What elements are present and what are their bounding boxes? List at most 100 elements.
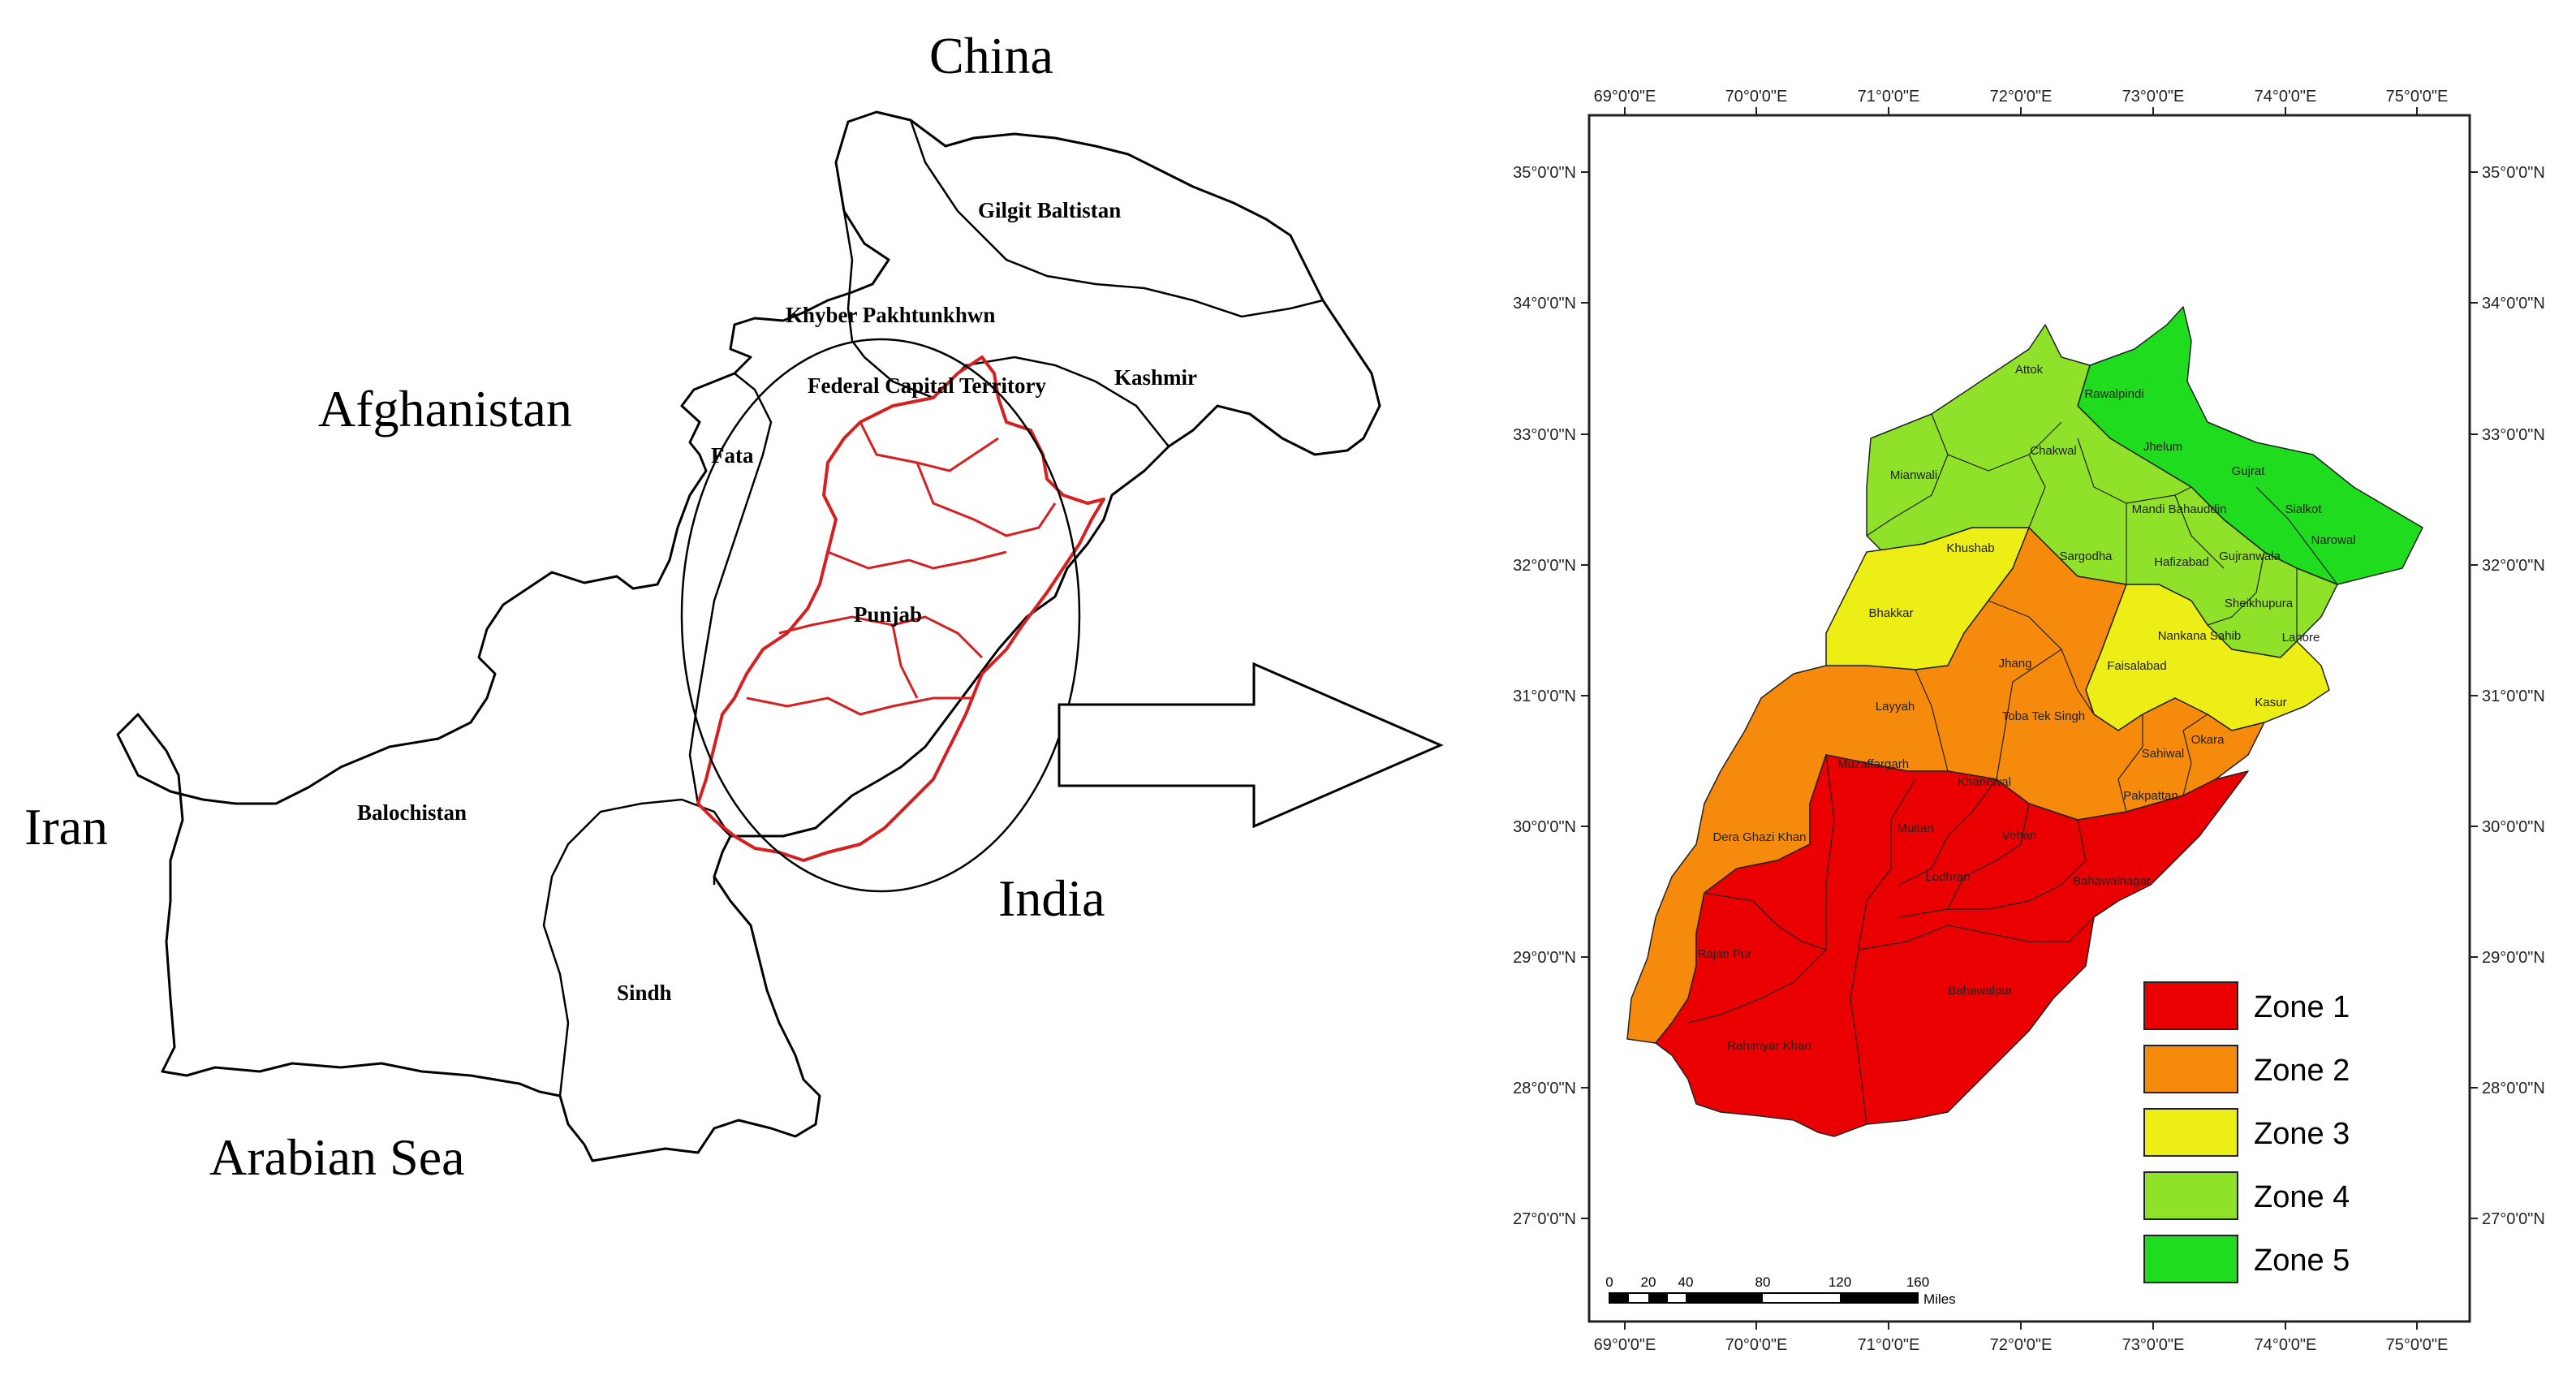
district-label: Bahawalpur bbox=[1948, 984, 2012, 998]
lat-tick-right: 34°0'0"N bbox=[2482, 295, 2545, 313]
zone-legend: Zone 1 Zone 2 Zone 3 Zone 4 Zone 5 bbox=[2143, 981, 2350, 1283]
district-label: Vehari bbox=[2002, 829, 2037, 843]
scale-bar: 0 20 40 80 120 160 Miles bbox=[1605, 1274, 1955, 1307]
district-label: Okara bbox=[2191, 733, 2225, 747]
lon-tick-bottom: 74°0'0"E bbox=[2255, 1336, 2317, 1354]
lon-tick-top: 70°0'0"E bbox=[1725, 88, 1788, 106]
district-label: Gujranwala bbox=[2219, 550, 2281, 563]
lon-tick-top: 73°0'0"E bbox=[2122, 88, 2185, 106]
label-punjab: Punjab bbox=[854, 602, 922, 627]
scale-tick: 20 bbox=[1641, 1274, 1656, 1290]
lon-tick-bottom: 69°0'0"E bbox=[1594, 1336, 1656, 1354]
lon-tick-bottom: 73°0'0"E bbox=[2122, 1336, 2185, 1354]
lat-tick-right: 31°0'0"N bbox=[2482, 688, 2545, 705]
label-iran: Iran bbox=[24, 798, 108, 856]
lon-tick-top: 69°0'0"E bbox=[1594, 88, 1656, 106]
district-label: Khanewal bbox=[1958, 775, 2011, 789]
district-label: Faisalabad bbox=[2107, 659, 2166, 673]
district-label: Jhelum bbox=[2143, 440, 2182, 454]
district-label: Mianwali bbox=[1890, 468, 1937, 482]
scale-tick: 0 bbox=[1605, 1274, 1613, 1290]
district-label: Sahiwal bbox=[2142, 747, 2185, 761]
punjab-outline bbox=[696, 356, 1105, 862]
district-label: Sheikhupura bbox=[2225, 597, 2294, 610]
district-label: Dera Ghazi Khan bbox=[1712, 830, 1806, 844]
district-label: Hafizabad bbox=[2154, 555, 2209, 569]
district-label: Attok bbox=[2015, 363, 2044, 377]
lat-tick-left: 34°0'0"N bbox=[1513, 295, 1576, 313]
lon-tick-top: 71°0'0"E bbox=[1858, 88, 1920, 106]
lat-tick-right: 29°0'0"N bbox=[2482, 949, 2545, 967]
district-label: Toba Tek Singh bbox=[2002, 709, 2085, 723]
district-label: Narowal bbox=[2311, 533, 2355, 547]
lon-tick-top: 75°0'0"E bbox=[2386, 88, 2449, 106]
district-label: Bhakkar bbox=[1868, 606, 1913, 620]
district-label: Kasur bbox=[2255, 696, 2286, 709]
arrow-to-inset bbox=[1058, 662, 1444, 829]
legend-swatch bbox=[2143, 1045, 2238, 1093]
lat-tick-left: 29°0'0"N bbox=[1513, 949, 1576, 967]
label-balochistan: Balochistan bbox=[357, 800, 467, 825]
label-arabian-sea: Arabian Sea bbox=[209, 1128, 465, 1186]
legend-swatch bbox=[2143, 1108, 2238, 1157]
lat-tick-right: 28°0'0"N bbox=[2482, 1080, 2545, 1097]
latitude-ticks-left: 35°0'0"N 34°0'0"N 33°0'0"N 32°0'0"N 31°0'0"N… bbox=[1513, 164, 1589, 1228]
lat-tick-left: 27°0'0"N bbox=[1513, 1210, 1576, 1228]
district-label: Lodhran bbox=[1925, 870, 1970, 884]
legend-swatch bbox=[2143, 1235, 2238, 1283]
label-china: China bbox=[929, 27, 1053, 84]
lat-tick-left: 33°0'0"N bbox=[1513, 426, 1576, 444]
lon-tick-bottom: 71°0'0"E bbox=[1858, 1336, 1920, 1354]
lon-tick-top: 72°0'0"E bbox=[1990, 88, 2053, 106]
legend-swatch bbox=[2143, 981, 2238, 1030]
lon-tick-bottom: 75°0'0"E bbox=[2386, 1336, 2449, 1354]
lon-tick-bottom: 72°0'0"E bbox=[1990, 1336, 2053, 1354]
district-label: Khushab bbox=[1946, 541, 1994, 555]
label-federal-capital: Federal Capital Territory bbox=[808, 373, 1046, 398]
latitude-ticks-right: 35°0'0"N 34°0'0"N 33°0'0"N 32°0'0"N 31°0'0"N… bbox=[2470, 164, 2545, 1228]
district-label: Jhang bbox=[1999, 657, 2032, 670]
label-kpk: Khyber Pakhtunkhwn bbox=[786, 303, 995, 327]
scale-unit: Miles bbox=[1923, 1291, 1956, 1307]
pakistan-map: China Afghanistan Iran India Arabian Sea… bbox=[24, 27, 1444, 1186]
punjab-highlight-circle bbox=[680, 338, 1081, 893]
district-label: Lahore bbox=[2282, 631, 2320, 645]
lat-tick-right: 33°0'0"N bbox=[2482, 426, 2545, 444]
legend-label: Zone 3 bbox=[2254, 1117, 2350, 1151]
longitude-ticks-top: 69°0'0"E 70°0'0"E 71°0'0"E 72°0'0"E 73°0'0"E… bbox=[1594, 88, 2449, 115]
lon-tick-top: 74°0'0"E bbox=[2255, 88, 2317, 106]
district-label: Rawalpindi bbox=[2084, 387, 2143, 401]
district-label: Sargodha bbox=[2059, 550, 2113, 563]
district-label: Chakwal bbox=[2030, 444, 2077, 458]
longitude-ticks-bottom: 69°0'0"E 70°0'0"E 71°0'0"E 72°0'0"E 73°0'0"E… bbox=[1594, 1321, 2449, 1354]
scale-tick: 80 bbox=[1755, 1274, 1771, 1290]
pakistan-outline bbox=[116, 110, 1381, 1162]
label-fata: Fata bbox=[711, 443, 754, 468]
district-label: Nankana Sahib bbox=[2158, 629, 2242, 643]
lat-tick-right: 35°0'0"N bbox=[2482, 164, 2545, 182]
label-kashmir: Kashmir bbox=[1114, 365, 1197, 390]
label-afghanistan: Afghanistan bbox=[318, 380, 572, 438]
legend-swatch bbox=[2143, 1171, 2238, 1220]
lat-tick-right: 32°0'0"N bbox=[2482, 557, 2545, 575]
punjab-zone-map: 69°0'0"E 70°0'0"E 71°0'0"E 72°0'0"E 73°0'0"E… bbox=[1513, 88, 2545, 1354]
lat-tick-left: 28°0'0"N bbox=[1513, 1080, 1576, 1097]
lat-tick-left: 32°0'0"N bbox=[1513, 557, 1576, 575]
lon-tick-bottom: 70°0'0"E bbox=[1725, 1336, 1788, 1354]
legend-label: Zone 2 bbox=[2254, 1054, 2350, 1088]
lat-tick-right: 30°0'0"N bbox=[2482, 818, 2545, 836]
label-gilgit-baltistan: Gilgit Baltistan bbox=[978, 198, 1121, 222]
lat-tick-left: 35°0'0"N bbox=[1513, 164, 1576, 182]
district-labels: Attok Rawalpindi Chakwal Jhelum Gujrat Mianwa… bbox=[1698, 363, 2356, 1053]
district-label: Mandi Bahauddin bbox=[2132, 502, 2227, 516]
district-label: Muzaffargarh bbox=[1837, 757, 1909, 771]
label-india: India bbox=[998, 869, 1105, 927]
district-label: Gujrat bbox=[2232, 464, 2266, 478]
legend-label: Zone 5 bbox=[2254, 1244, 2350, 1278]
district-label: Layyah bbox=[1876, 700, 1915, 714]
district-label: Rahimyar Khan bbox=[1727, 1039, 1811, 1053]
punjab-divisions bbox=[746, 421, 1057, 716]
district-label: Pakpattan bbox=[2123, 789, 2178, 803]
lat-tick-right: 27°0'0"N bbox=[2482, 1210, 2545, 1228]
